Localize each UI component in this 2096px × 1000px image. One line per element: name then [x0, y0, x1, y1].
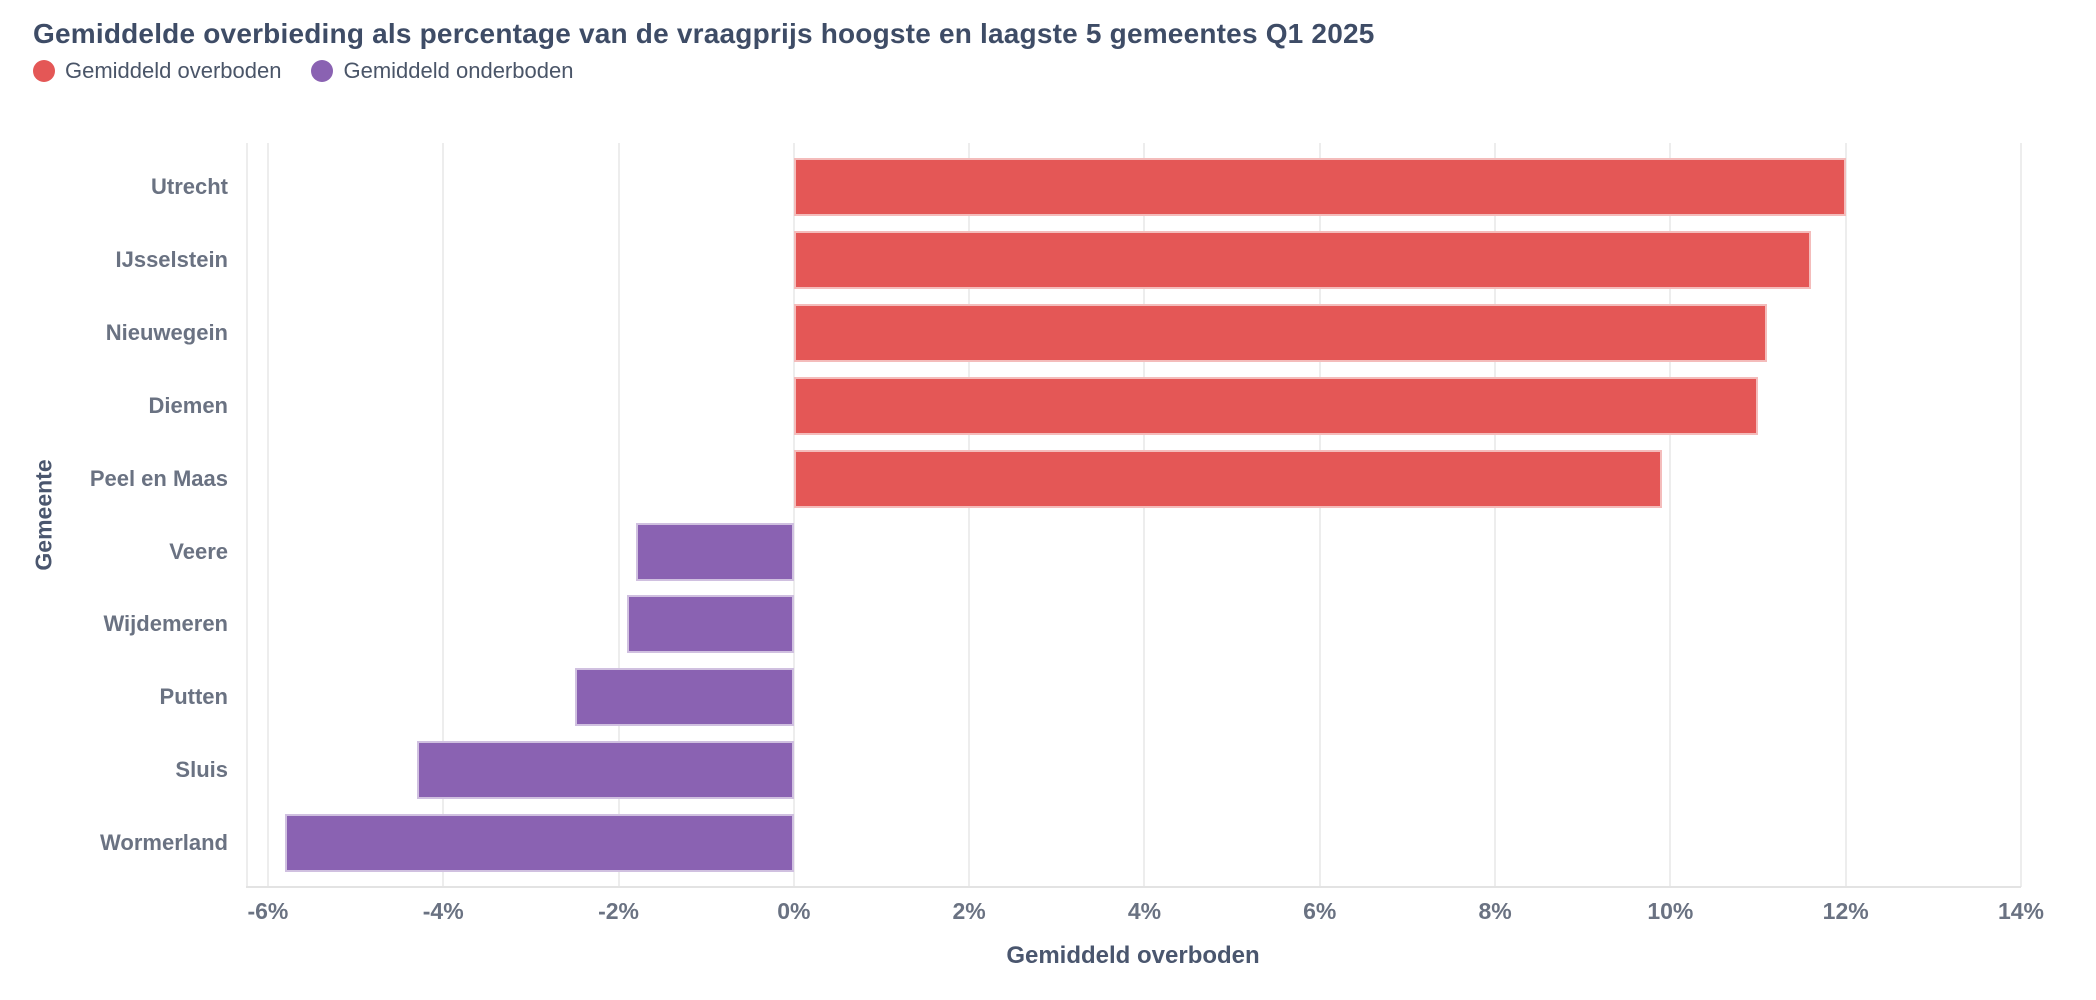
category-label-sluis: Sluis: [175, 757, 228, 783]
bar-sluis: [416, 741, 794, 800]
x-tick-label--2: -2%: [598, 898, 639, 924]
category-label-diemen: Diemen: [148, 392, 228, 418]
category-label-peel-en-maas: Peel en Maas: [89, 465, 228, 491]
category-label-putten: Putten: [159, 684, 228, 710]
bar-diemen: [793, 376, 1759, 435]
x-tick-label-6: 6%: [1303, 898, 1337, 924]
gridline--6: [266, 143, 269, 887]
bar-nieuwegein: [793, 303, 1767, 362]
x-tick-label-14: 14%: [1997, 898, 2045, 924]
bar-putten: [574, 668, 794, 727]
x-tick-label-8: 8%: [1478, 898, 1512, 924]
x-tick-label--4: -4%: [422, 898, 464, 924]
gridline-2: [968, 143, 971, 887]
legend-swatch-overboden: [33, 60, 55, 82]
category-label-utrecht: Utrecht: [150, 174, 228, 199]
gridline-4: [1143, 143, 1146, 887]
x-tick-labels: -6% -4% -2% 0% 2% 4% 6% 8% 10% 12% 14%: [246, 898, 2044, 932]
gridline-6: [1318, 143, 1321, 887]
x-axis-title: Gemiddeld overboden: [1006, 942, 1260, 969]
bar-wijdemeren: [627, 595, 794, 654]
x-tick-label--6: -6%: [247, 898, 289, 924]
x-tick-label-12: 12%: [1822, 898, 1869, 924]
x-tick-label-4: 4%: [1127, 898, 1162, 924]
legend-label-overboden: Gemiddeld overboden: [65, 58, 282, 83]
x-axis-line: [246, 886, 2021, 888]
category-label-veere: Veere: [169, 538, 228, 564]
x-tick-label-0: 0%: [777, 898, 811, 924]
bar-utrecht: [793, 158, 1846, 216]
legend-label-onderboden: Gemiddeld onderboden: [343, 58, 574, 83]
bar-ijsselstein: [793, 230, 1811, 289]
x-tick-label-10: 10%: [1647, 898, 1694, 924]
category-label-nieuwegein: Nieuwegein: [105, 319, 228, 345]
bar-veere: [636, 522, 794, 581]
gridline--4: [442, 143, 445, 887]
category-label-ijsselstein: IJsselstein: [115, 246, 228, 272]
legend-item-overboden: Gemiddeld overboden: [33, 58, 281, 84]
legend-item-onderboden: Gemiddeld onderboden: [311, 58, 573, 84]
gridline-10: [1669, 143, 1672, 887]
chart-title: Gemiddelde overbieding als percentage va…: [33, 18, 1375, 49]
bar-peel-en-maas: [793, 449, 1662, 508]
gridline-14: [2020, 143, 2022, 887]
legend-swatch-onderboden: [311, 60, 334, 82]
gridline-12: [1844, 143, 1847, 887]
bar-wormerland: [285, 814, 794, 873]
gridline-8: [1494, 143, 1497, 887]
legend: Gemiddeld overboden Gemiddeld onderboden: [33, 58, 573, 84]
plot-area: [246, 143, 2022, 887]
gridline-0: [792, 143, 795, 887]
y-axis-domain-line: [246, 143, 248, 887]
category-label-wijdemeren: Wijdemeren: [103, 611, 228, 637]
category-label-wormerland: Wormerland: [100, 830, 228, 856]
gridline--2: [617, 143, 620, 887]
x-tick-label-2: 2%: [952, 898, 986, 924]
category-labels: Utrecht IJsselstein Nieuwegein Diemen Peel e…: [0, 143, 228, 887]
